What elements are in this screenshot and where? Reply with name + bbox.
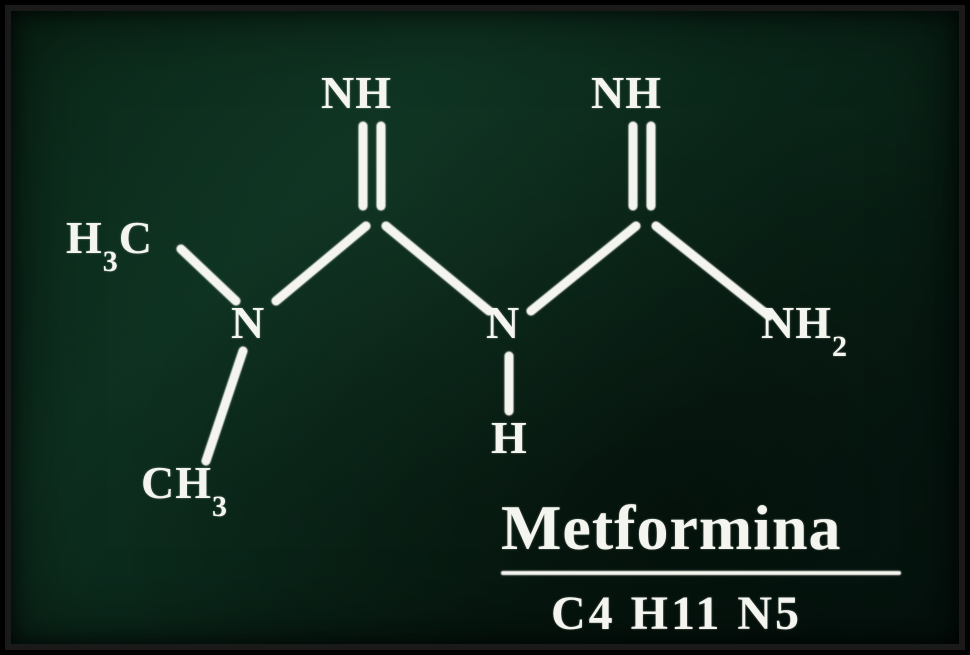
atom-nh-right: NH: [591, 66, 662, 119]
atom-n-left: N: [231, 296, 265, 349]
molecular-formula: C4 H11 N5: [551, 586, 802, 641]
chalkboard-frame: NH NH H3C N N NH2 H CH3 Metformina C4 H1…: [5, 5, 965, 650]
atom-n-mid: N: [486, 296, 520, 349]
title-underline: [501, 571, 901, 575]
atom-ch3: CH3: [141, 456, 228, 516]
atom-nh-left: NH: [321, 66, 392, 119]
compound-name: Metformina: [501, 491, 842, 565]
atom-h3c-top: H3C: [66, 211, 153, 271]
atom-nh2: NH2: [761, 296, 848, 356]
atom-h-bottom: H: [491, 411, 528, 464]
